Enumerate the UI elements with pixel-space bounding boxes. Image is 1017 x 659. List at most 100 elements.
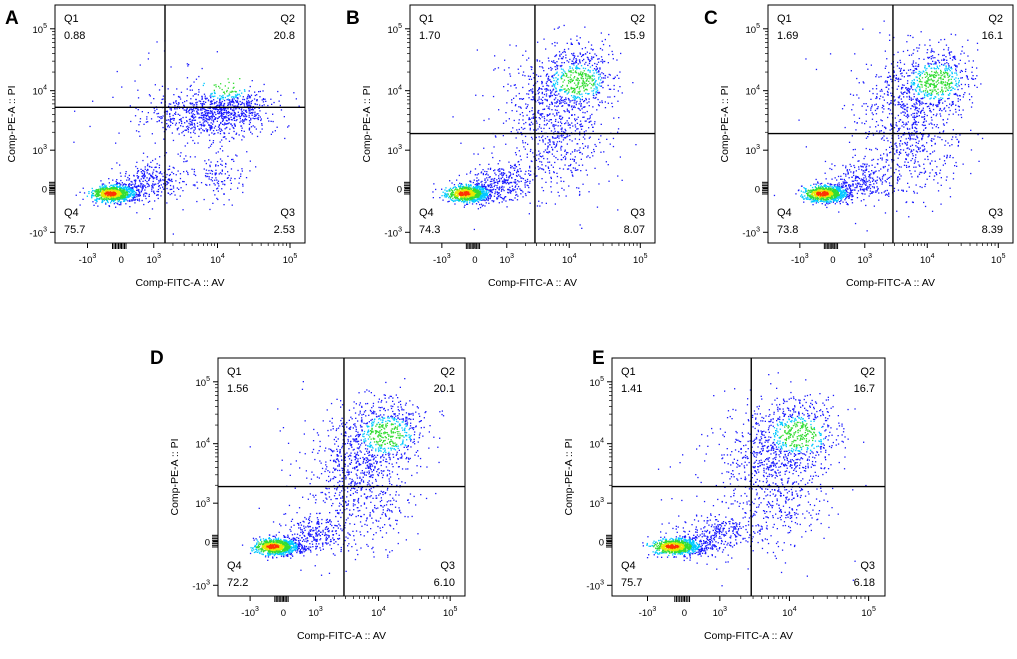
event-dot — [465, 184, 468, 187]
event-dot — [548, 106, 550, 108]
event-dot — [555, 77, 557, 79]
event-dot — [508, 118, 510, 120]
event-dot — [585, 83, 588, 85]
event-dot — [166, 123, 168, 125]
event-dot — [528, 186, 530, 189]
event-dot — [144, 175, 146, 177]
event-dot — [220, 111, 223, 114]
event-dot — [432, 197, 434, 199]
event-dot — [461, 198, 463, 200]
event-dot — [545, 99, 547, 101]
event-dot — [567, 79, 570, 82]
event-dot — [562, 84, 564, 87]
event-dot — [185, 116, 187, 118]
event-dot — [476, 192, 478, 194]
event-dot — [209, 164, 211, 166]
event-dot — [520, 180, 522, 182]
event-dot — [561, 89, 563, 91]
event-dot — [582, 84, 584, 86]
event-dot — [569, 58, 571, 61]
quadrant-label-q1: Q1 — [419, 13, 434, 25]
event-dot — [149, 177, 151, 179]
event-dot — [231, 100, 233, 102]
event-dot — [213, 108, 215, 110]
event-dot — [555, 137, 557, 139]
event-dot — [142, 174, 144, 176]
event-dot — [158, 185, 160, 188]
event-dot — [538, 87, 540, 89]
event-dot — [539, 155, 542, 157]
event-dot — [170, 118, 172, 120]
event-dot — [239, 95, 241, 97]
event-dot — [232, 87, 234, 89]
event-dot — [235, 132, 238, 134]
event-dot — [464, 186, 467, 188]
event-dot — [136, 189, 138, 191]
event-dot — [182, 116, 184, 119]
event-dot — [545, 181, 547, 183]
event-dot — [151, 190, 153, 192]
event-dot — [162, 186, 164, 188]
event-dot — [464, 188, 466, 191]
event-dot — [128, 186, 130, 188]
event-dot — [149, 200, 151, 202]
event-dot — [548, 150, 550, 153]
event-dot — [154, 166, 156, 169]
event-dot — [204, 111, 206, 113]
event-dot — [149, 218, 151, 220]
event-dot — [490, 195, 492, 197]
event-dot — [481, 186, 483, 188]
event-dot — [527, 75, 530, 77]
event-dot — [555, 80, 558, 82]
event-dot — [137, 97, 140, 99]
event-dot — [561, 96, 563, 98]
event-dot — [211, 95, 213, 97]
event-dot — [247, 100, 250, 102]
event-dot — [541, 62, 543, 64]
event-dot — [230, 182, 232, 184]
event-dot — [224, 173, 226, 175]
event-dot — [578, 79, 581, 82]
event-dot — [550, 176, 552, 178]
event-dot — [568, 89, 570, 91]
event-dot — [167, 88, 169, 90]
event-dot — [543, 151, 545, 153]
event-dot — [558, 51, 561, 53]
event-dot — [579, 151, 582, 154]
event-dot — [540, 75, 542, 77]
event-dot — [101, 183, 103, 185]
event-dot — [217, 151, 219, 153]
event-dot — [104, 193, 106, 195]
event-dot — [174, 105, 176, 107]
event-dot — [148, 195, 150, 197]
event-dot — [441, 188, 443, 190]
event-dot — [567, 104, 569, 106]
event-dot — [553, 115, 556, 117]
event-dot — [100, 193, 103, 195]
event-dot — [569, 67, 571, 69]
event-dot — [155, 170, 157, 172]
event-dot — [567, 124, 569, 126]
event-dot — [126, 193, 128, 196]
event-dot — [529, 129, 531, 131]
event-dot — [566, 136, 568, 138]
event-dot — [562, 105, 564, 107]
event-dot — [262, 90, 264, 92]
event-dot — [488, 163, 490, 165]
event-dot — [588, 105, 590, 107]
event-dot — [138, 124, 140, 126]
event-dot — [555, 54, 558, 56]
event-dot — [245, 119, 248, 121]
event-dot — [564, 137, 567, 139]
event-dot — [564, 71, 566, 73]
event-dot — [562, 56, 564, 58]
event-dot — [151, 208, 154, 210]
event-dot — [576, 122, 579, 124]
event-dot — [193, 107, 195, 109]
event-dot — [172, 117, 174, 120]
event-dot — [216, 107, 218, 109]
event-dot — [161, 191, 163, 193]
event-dot — [545, 75, 547, 77]
event-dot — [576, 66, 578, 69]
event-dot — [488, 185, 490, 187]
